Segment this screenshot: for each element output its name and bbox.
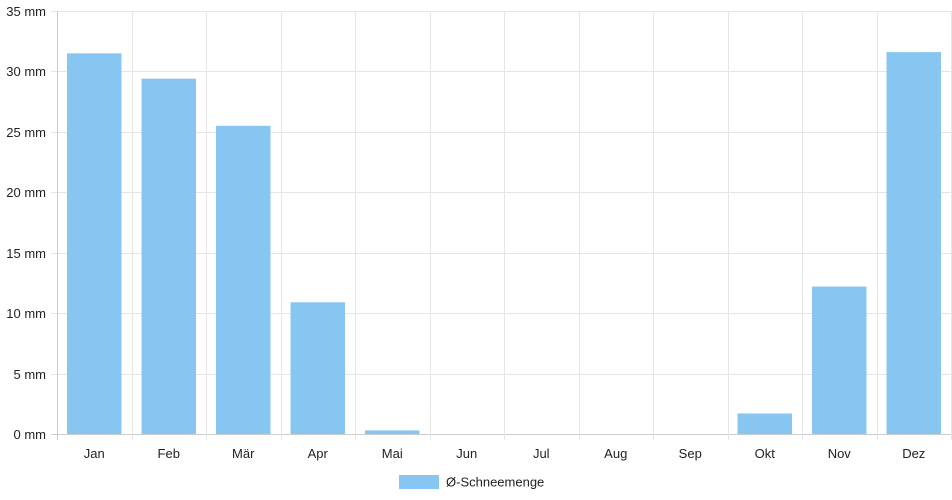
bar-okt[interactable] [737,413,793,434]
x-tick-label: Sep [679,446,702,461]
x-tick-label: Feb [158,446,180,461]
bar-feb[interactable] [141,78,197,435]
grid-lines [51,11,952,440]
y-axis: 0 mm 5 mm 10 mm 15 mm 20 mm 25 mm 30 mm 35 mm [6,4,46,442]
legend[interactable]: Ø-Schneemenge [399,475,544,490]
legend-swatch[interactable] [399,475,439,489]
y-tick-label: 5 mm [14,367,47,382]
y-tick-label: 0 mm [14,427,47,442]
bar-mär[interactable] [216,125,271,435]
bar-dez[interactable] [886,52,942,434]
x-tick-label: Mär [232,446,255,461]
bar-nov[interactable] [812,286,867,434]
y-tick-label: 35 mm [6,4,46,19]
legend-label[interactable]: Ø-Schneemenge [446,475,544,490]
x-tick-label: Jan [84,446,105,461]
bar-mai[interactable] [365,430,420,434]
bar-jan[interactable] [67,53,122,435]
x-tick-label: Dez [902,446,925,461]
x-tick-label: Nov [828,446,852,461]
x-tick-label: Apr [308,446,329,461]
x-tick-label: Okt [755,446,776,461]
y-tick-label: 25 mm [6,125,46,140]
x-tick-label: Mai [382,446,403,461]
x-axis: Jan Feb Mär Apr Mai Jun Jul Aug Sep Okt Nov Dez [84,446,926,461]
x-tick-label: Aug [604,446,627,461]
y-tick-label: 30 mm [6,64,46,79]
y-tick-label: 10 mm [6,306,46,321]
y-tick-label: 20 mm [6,185,46,200]
y-tick-label: 15 mm [6,246,46,261]
bar-apr[interactable] [290,302,346,434]
bars [67,52,942,435]
x-tick-label: Jul [533,446,550,461]
x-tick-label: Jun [456,446,477,461]
